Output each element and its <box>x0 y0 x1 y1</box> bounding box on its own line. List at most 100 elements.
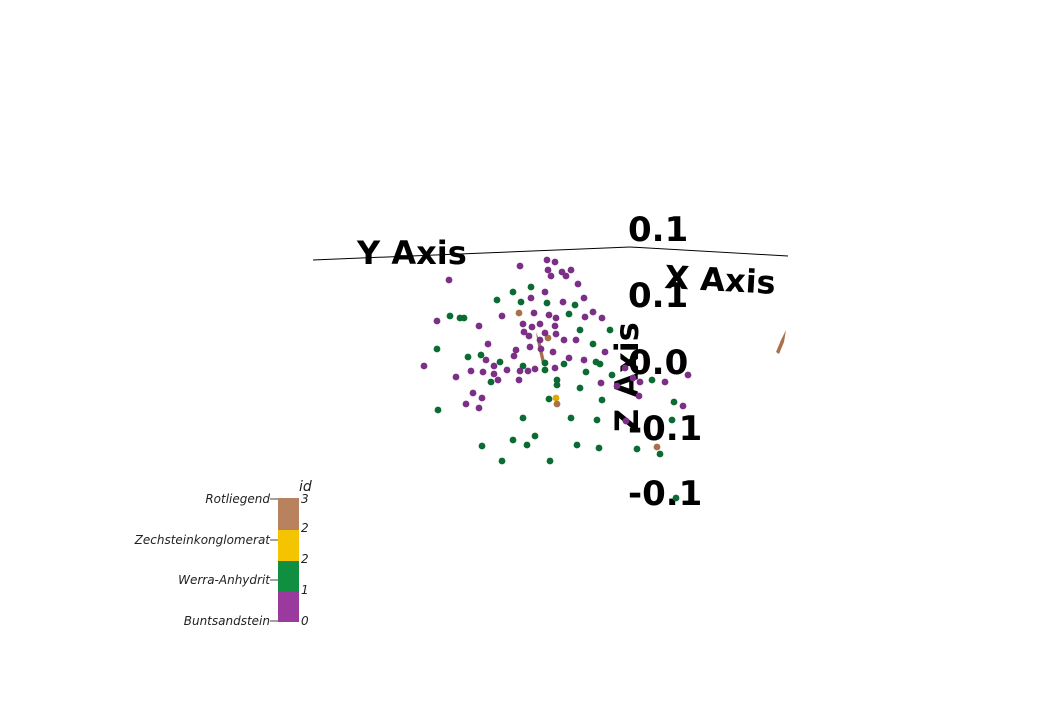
data-point <box>608 371 616 379</box>
data-point <box>516 262 524 270</box>
data-point <box>613 382 621 390</box>
data-point <box>580 356 588 364</box>
data-point <box>498 457 506 465</box>
data-point <box>452 373 460 381</box>
data-point <box>543 256 551 264</box>
data-point <box>597 379 605 387</box>
data-point <box>475 404 483 412</box>
data-point <box>562 272 570 280</box>
data-point <box>541 359 549 367</box>
data-point <box>635 392 643 400</box>
data-point <box>527 283 535 291</box>
data-point <box>493 296 501 304</box>
data-point <box>536 320 544 328</box>
data-point <box>547 272 555 280</box>
data-point <box>567 266 575 274</box>
z-tick-label: 0.0 <box>628 343 688 383</box>
data-point <box>684 371 692 379</box>
data-point <box>598 314 606 322</box>
data-point <box>503 366 511 374</box>
data-point <box>621 364 629 372</box>
data-point <box>544 334 552 342</box>
legend-title: id <box>299 479 312 495</box>
data-point <box>553 376 561 384</box>
data-point <box>460 314 468 322</box>
data-point <box>519 362 527 370</box>
data-point <box>520 328 528 336</box>
data-point <box>571 301 579 309</box>
data-point <box>490 370 498 378</box>
legend-band-werra <box>278 561 299 592</box>
data-point <box>601 348 609 356</box>
data-point <box>552 330 560 338</box>
data-point <box>551 364 559 372</box>
data-point <box>433 317 441 325</box>
legend-label-zechstein: Zechsteinkonglomerat <box>134 533 272 547</box>
data-point <box>469 389 477 397</box>
legend-value: 0 <box>301 614 309 628</box>
data-point <box>479 368 487 376</box>
data-point <box>462 400 470 408</box>
legend-band-rotliegend <box>278 498 299 530</box>
data-point <box>526 343 534 351</box>
data-point <box>528 323 536 331</box>
data-point <box>653 443 661 451</box>
data-point <box>560 336 568 344</box>
data-point <box>668 416 676 424</box>
data-point <box>537 345 545 353</box>
data-point <box>679 402 687 410</box>
data-point <box>544 266 552 274</box>
data-point <box>433 345 441 353</box>
data-point <box>565 354 573 362</box>
data-point <box>551 322 559 330</box>
data-point <box>478 442 486 450</box>
data-point <box>446 312 454 320</box>
data-point <box>487 378 495 386</box>
data-point <box>543 299 551 307</box>
data-point <box>509 436 517 444</box>
data-point <box>445 276 453 284</box>
data-point <box>523 441 531 449</box>
data-point <box>552 314 560 322</box>
y-axis-title: Y Axis <box>356 234 467 272</box>
data-point <box>552 394 560 402</box>
data-point <box>530 309 538 317</box>
data-point <box>531 365 539 373</box>
data-point <box>560 360 568 368</box>
data-point <box>434 406 442 414</box>
data-point <box>515 376 523 384</box>
data-point <box>553 400 561 408</box>
data-point <box>494 376 502 384</box>
data-point <box>576 384 584 392</box>
color-legend: id Rotliegend Zechsteinkonglomerat Werra… <box>134 479 312 628</box>
data-point <box>576 326 584 334</box>
data-point <box>606 326 614 334</box>
data-point <box>656 450 664 458</box>
data-point <box>672 494 680 502</box>
legend-label-rotliegend: Rotliegend <box>205 492 270 506</box>
data-point <box>553 381 561 389</box>
data-point <box>517 298 525 306</box>
data-point <box>541 366 549 374</box>
legend-value: 3 <box>301 492 309 506</box>
legend-band-zechstein <box>278 530 299 561</box>
data-point <box>478 394 486 402</box>
data-point <box>531 432 539 440</box>
data-point <box>633 445 641 453</box>
legend-label-werra: Werra-Anhydrit <box>178 573 271 587</box>
data-point <box>596 360 604 368</box>
data-point <box>567 414 575 422</box>
data-point <box>581 313 589 321</box>
x-axis-line <box>629 246 789 257</box>
data-point <box>565 310 573 318</box>
data-point <box>670 398 678 406</box>
data-point <box>580 294 588 302</box>
z-tick-label: 0.1 <box>628 210 688 250</box>
data-point <box>549 348 557 356</box>
legend-value: 2 <box>301 552 309 566</box>
data-point <box>582 368 590 376</box>
data-point <box>629 374 637 382</box>
data-point <box>545 395 553 403</box>
data-point <box>525 332 533 340</box>
